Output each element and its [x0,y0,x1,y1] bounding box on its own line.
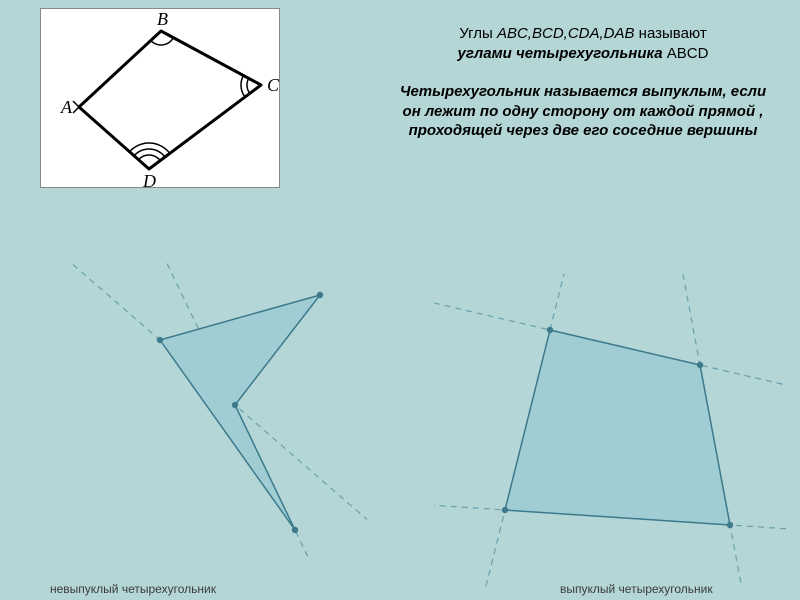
t1-pre: Углы [459,25,497,42]
svg-text:D: D [142,171,156,187]
svg-text:C: C [267,75,279,95]
abcd-svg: A B C D [41,9,279,187]
svg-text:A: A [60,97,73,117]
abcd-thumbnail: A B C D [40,8,280,188]
caption-nonconvex: невыпуклый четырехугольник [50,582,216,596]
definition-convex: Четырехугольник называется выпуклым, есл… [398,82,768,141]
svg-text:B: B [157,9,168,29]
t1-angles: ABC,BCD,CDA,DAB [497,25,635,42]
convex-diagram [430,270,790,590]
nonconvex-diagram [70,260,370,560]
t1-post: называют [635,25,707,42]
caption-convex: выпуклый четырехугольник [560,582,713,596]
slide-canvas: A B C D Углы ABC,BCD,CDA,DAB называют углам… [0,0,800,600]
t1-bold: углами четырехугольника [458,45,663,62]
definition-angles: Углы ABC,BCD,CDA,DAB называют углами чет… [388,24,778,63]
t1-tail: ABCD [663,45,709,62]
